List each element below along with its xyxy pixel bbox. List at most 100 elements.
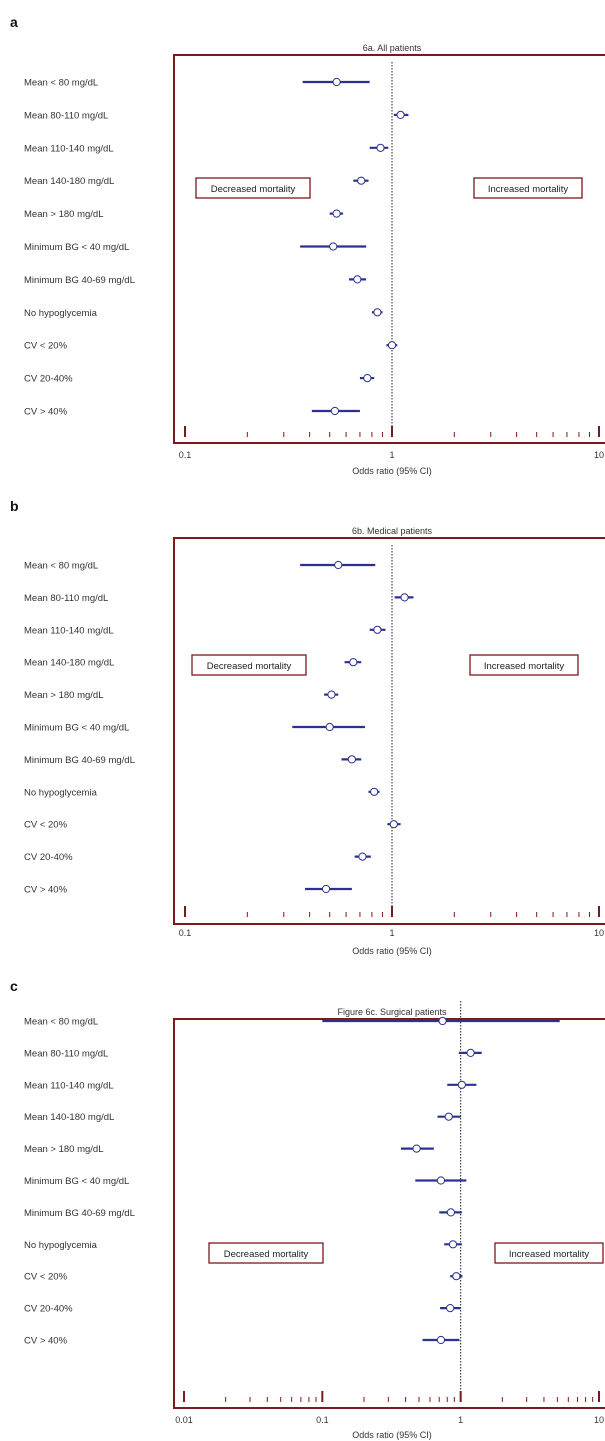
tick-label: 1 <box>389 450 394 460</box>
row-label: CV < 20% <box>24 341 68 352</box>
panel-letter: c <box>10 978 18 994</box>
odds-ratio-point <box>452 1272 461 1281</box>
chart-title: Figure 6c. Surgical patients <box>337 1007 447 1017</box>
row-label: Minimum BG 40-69 mg/dL <box>24 755 135 766</box>
right-annotation-box <box>469 654 579 676</box>
row-label: Minimum BG 40-69 mg/dL <box>24 1208 135 1219</box>
odds-ratio-point <box>332 209 341 218</box>
odds-ratio-point <box>438 1016 447 1026</box>
odds-ratio-point <box>332 77 341 87</box>
odds-ratio-point <box>446 1304 455 1313</box>
odds-ratio-point <box>376 143 385 152</box>
row-label: CV < 20% <box>24 820 68 831</box>
odds-ratio-point <box>349 658 358 667</box>
tick-label: 0.01 <box>175 1415 193 1425</box>
odds-ratio-point <box>370 787 379 796</box>
odds-ratio-point <box>334 560 343 570</box>
left-annotation-box <box>208 1242 324 1264</box>
odds-ratio-point <box>373 625 382 634</box>
chart-title: 6b. Medical patients <box>352 526 433 536</box>
row-label: Mean > 180 mg/dL <box>24 1144 103 1155</box>
row-label: Mean 140-180 mg/dL <box>24 176 114 187</box>
odds-ratio-point <box>400 593 409 602</box>
tick-label: 10 <box>594 1415 604 1425</box>
row-label: Mean 80-110 mg/dL <box>24 110 108 121</box>
forest-plot-c: c Figure 6c. Surgical patients 0.01 0.1 1 1… <box>10 978 605 1440</box>
right-annotation-box <box>494 1242 604 1264</box>
left-annotation: Decreased mortality <box>211 184 296 195</box>
tick-label: 1 <box>458 1415 463 1425</box>
forest-plot-b: b 6b. Medical patients 0.1 1 10 Decreased m… <box>10 498 605 956</box>
x-axis-label: Odds ratio (95% CI) <box>352 946 432 956</box>
tick-label: 0.1 <box>316 1415 329 1425</box>
row-label: Mean 140-180 mg/dL <box>24 1112 114 1123</box>
odds-ratio-point <box>327 690 336 699</box>
left-annotation-box <box>191 654 307 676</box>
plot-frame <box>173 54 605 444</box>
forest-plot-a: a 6a. All patients 0.1 1 10 Decreased morta… <box>10 14 605 476</box>
row-label: Mean > 180 mg/dL <box>24 209 103 220</box>
row-label: Minimum BG < 40 mg/dL <box>24 723 129 734</box>
tick-label: 0.1 <box>179 450 192 460</box>
row-label: Mean 80-110 mg/dL <box>24 593 108 604</box>
right-annotation: Increased mortality <box>488 184 569 195</box>
panel-letter: a <box>10 14 18 30</box>
plot-frame <box>173 537 605 925</box>
odds-ratio-point <box>363 374 372 383</box>
odds-ratio-point <box>321 884 331 894</box>
row-label: Mean 140-180 mg/dL <box>24 658 114 669</box>
odds-ratio-point <box>412 1144 421 1153</box>
x-axis-label: Odds ratio (95% CI) <box>352 466 432 476</box>
left-annotation: Decreased mortality <box>224 1249 309 1260</box>
x-axis-label: Odds ratio (95% CI) <box>352 1430 432 1440</box>
row-label: Minimum BG < 40 mg/dL <box>24 1176 129 1187</box>
odds-ratio-point <box>448 1240 458 1249</box>
row-label: CV < 20% <box>24 1272 68 1283</box>
right-annotation: Increased mortality <box>509 1249 590 1260</box>
odds-ratio-point <box>329 242 338 251</box>
row-label: Mean < 80 mg/dL <box>24 1017 98 1028</box>
row-label: CV > 40% <box>24 407 68 418</box>
row-label: CV 20-40% <box>24 374 73 385</box>
chart-title: 6a. All patients <box>363 43 422 53</box>
row-label: CV > 40% <box>24 1336 68 1347</box>
row-label: Minimum BG 40-69 mg/dL <box>24 275 135 286</box>
odds-ratio-point <box>436 1176 446 1185</box>
odds-ratio-point <box>353 275 362 284</box>
tick-label: 0.1 <box>179 928 192 938</box>
right-annotation: Increased mortality <box>484 661 565 672</box>
odds-ratio-point <box>446 1208 456 1217</box>
row-label: Mean 80-110 mg/dL <box>24 1048 108 1059</box>
odds-ratio-point <box>330 406 340 416</box>
row-label: No hypoglycemia <box>24 787 98 798</box>
odds-ratio-point <box>436 1335 446 1345</box>
row-label: No hypoglycemia <box>24 308 98 319</box>
odds-ratio-point <box>387 341 397 350</box>
left-annotation-box <box>195 177 311 199</box>
right-annotation-box <box>473 177 583 199</box>
left-annotation: Decreased mortality <box>207 661 292 672</box>
odds-ratio-point <box>358 852 367 861</box>
row-label: CV 20-40% <box>24 1304 73 1315</box>
tick-label: 10 <box>594 450 604 460</box>
row-label: Mean < 80 mg/dL <box>24 78 98 89</box>
row-label: Mean 110-140 mg/dL <box>24 625 114 636</box>
odds-ratio-point <box>389 820 398 829</box>
tick-label: 10 <box>594 928 604 938</box>
odds-ratio-point <box>357 176 366 185</box>
odds-ratio-point <box>325 722 334 732</box>
row-label: Mean < 80 mg/dL <box>24 561 98 572</box>
panel-letter: b <box>10 498 19 514</box>
odds-ratio-point <box>347 755 356 764</box>
row-label: Mean 110-140 mg/dL <box>24 143 114 154</box>
odds-ratio-point <box>457 1080 466 1089</box>
odds-ratio-point <box>396 110 405 120</box>
row-label: Mean 110-140 mg/dL <box>24 1080 114 1091</box>
tick-label: 1 <box>389 928 394 938</box>
odds-ratio-point <box>444 1112 453 1121</box>
row-label: No hypoglycemia <box>24 1240 98 1251</box>
odds-ratio-point <box>466 1048 475 1058</box>
odds-ratio-point <box>373 308 382 317</box>
row-label: Minimum BG < 40 mg/dL <box>24 242 129 253</box>
row-label: CV 20-40% <box>24 852 73 863</box>
